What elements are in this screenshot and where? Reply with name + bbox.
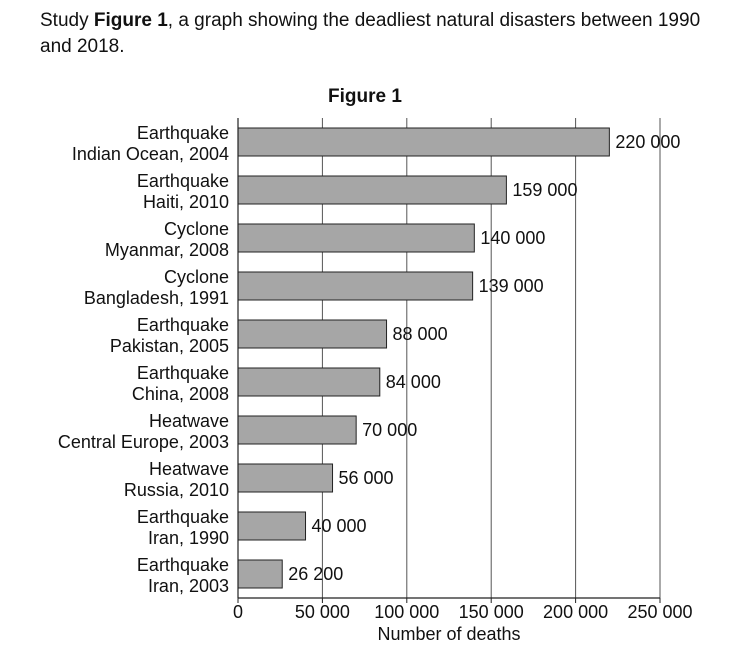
bar: [237, 223, 475, 253]
intro-prefix: Study: [40, 10, 94, 31]
category-label-place: Iran, 2003: [148, 576, 229, 596]
data-label: 88 000: [393, 324, 448, 344]
data-label: 139 000: [479, 276, 544, 296]
data-label: 56 000: [339, 468, 394, 488]
value-labels: 220 000 159 000 140 000 139 000 88 000 84 000…: [288, 132, 680, 584]
data-label: 84 000: [386, 372, 441, 392]
bar: [237, 559, 283, 589]
category-label-type: Earthquake: [137, 123, 229, 143]
x-tick-label: 150 000: [459, 602, 524, 622]
intro-suffix: , a graph showing the deadliest natural …: [40, 10, 701, 57]
x-tick-label: 0: [233, 602, 243, 622]
category-label-place: Haiti, 2010: [143, 192, 229, 212]
chart-title: Figure 1: [328, 86, 402, 107]
category-label-place: China, 2008: [132, 384, 229, 404]
data-label: 40 000: [312, 516, 367, 536]
category-label-type: Earthquake: [137, 171, 229, 191]
category-label-place: Bangladesh, 1991: [84, 288, 229, 308]
intro-text: Study Figure 1, a graph showing the dead…: [40, 8, 720, 60]
x-axis-label: Number of deaths: [377, 624, 520, 644]
x-tick-label: 50 000: [295, 602, 350, 622]
category-label-type: Earthquake: [137, 507, 229, 527]
intro-figure-ref: Figure 1: [93, 10, 168, 31]
data-label: 26 200: [288, 564, 343, 584]
category-label-type: Cyclone: [164, 219, 229, 239]
data-label: 159 000: [512, 180, 577, 200]
bar: [237, 319, 388, 349]
data-label: 220 000: [615, 132, 680, 152]
category-label-place: Pakistan, 2005: [110, 336, 229, 356]
category-label-place: Iran, 1990: [148, 528, 229, 548]
bar: [237, 367, 381, 397]
data-label: 140 000: [480, 228, 545, 248]
category-label-place: Russia, 2010: [124, 480, 229, 500]
category-label-type: Earthquake: [137, 315, 229, 335]
bar: [237, 127, 610, 157]
category-label-type: Earthquake: [137, 363, 229, 383]
category-label-type: Heatwave: [149, 459, 229, 479]
category-label-type: Cyclone: [164, 267, 229, 287]
plot-frame: [237, 118, 660, 599]
category-label-type: Earthquake: [137, 555, 229, 575]
bar: [237, 271, 474, 301]
x-tick-label: 100 000: [374, 602, 439, 622]
category-label-place: Central Europe, 2003: [58, 432, 229, 452]
category-label-type: Heatwave: [149, 411, 229, 431]
bar: [237, 175, 507, 205]
category-label-place: Indian Ocean, 2004: [72, 144, 229, 164]
category-label-place: Myanmar, 2008: [105, 240, 229, 260]
bars: [237, 127, 610, 589]
x-tick-label: 200 000: [543, 602, 608, 622]
x-axis-ticks: 0 50 000 100 000 150 000 200 000 250 000: [233, 598, 693, 622]
data-label: 70 000: [362, 420, 417, 440]
bar: [237, 463, 334, 493]
x-tick-label: 250 000: [627, 602, 692, 622]
bar: [237, 511, 307, 541]
bar: [237, 415, 357, 445]
